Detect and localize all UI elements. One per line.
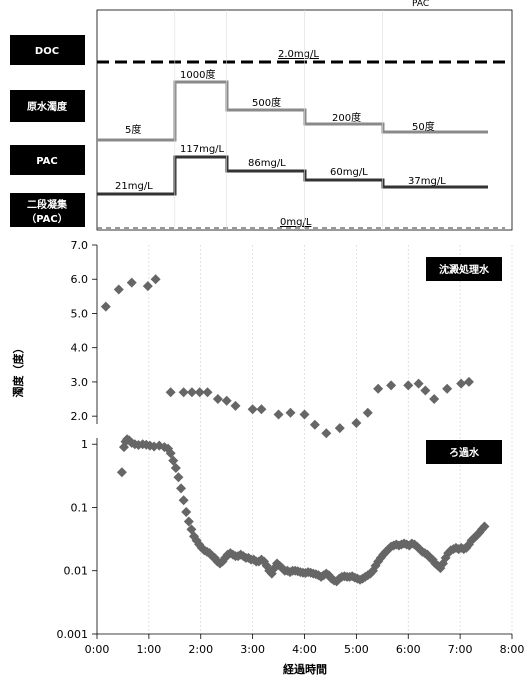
upper-data-point (456, 378, 467, 389)
lower-data-point (168, 455, 179, 466)
upper-y-tick-label: 2.0 (71, 410, 89, 423)
lower-data-point (170, 463, 181, 474)
upper-data-point (165, 387, 176, 398)
lower-data-point (116, 467, 127, 478)
upper-data-point (386, 380, 397, 391)
lower-data-point (176, 483, 187, 494)
axis-break-gap (93, 424, 102, 438)
row-label-pac-box (10, 145, 85, 175)
row-label-turbidity-box (10, 90, 85, 122)
x-ticks: 0:00 1:00 2:00 3:00 4:00 5:00 6:00 7:00 8:00 (85, 634, 525, 656)
upper-data-point (150, 274, 161, 285)
upper-data-point (212, 394, 223, 405)
lower-data-point (178, 495, 189, 506)
upper-data-point (442, 383, 453, 394)
row-label-doc: DOC (35, 46, 59, 57)
upper-data-point (230, 400, 241, 411)
lower-y-ticks: 0.001 0.01 0.1 1 (57, 438, 97, 641)
chart: 2.0 3.0 4.0 5.0 6.0 7.0 0.001 0.01 0.1 1 0:00 1:0… (11, 10, 524, 676)
x-axis-title: 経過時間 (283, 662, 327, 676)
upper-data-point (321, 428, 332, 439)
turbidity-label-3: 500度 (252, 96, 281, 109)
x-tick-label: 7:00 (448, 643, 473, 656)
upper-y-tick-label: 4.0 (71, 342, 89, 355)
row-label-doc-box (10, 35, 85, 65)
schedule-panel: DOC 原水濁度 PAC 二段凝集 （PAC） 2.0mg/L 5度 1000度… (10, 9, 513, 231)
second-pac-label: 0mg/L (280, 217, 312, 228)
upper-data-point (100, 301, 111, 312)
upper-series-label-box (426, 257, 502, 281)
upper-data-point (247, 404, 258, 415)
lower-series-label-box (426, 440, 502, 464)
turbidity-label-4: 200度 (332, 111, 361, 124)
pac-label-3: 86mg/L (248, 158, 286, 169)
upper-data-point (126, 277, 137, 288)
upper-data-point (221, 395, 232, 406)
upper-data-point (463, 376, 474, 387)
lower-data-point (118, 442, 129, 453)
x-tick-label: 2:00 (188, 643, 213, 656)
pac-label-2: 117mg/L (180, 144, 225, 155)
row-label-second-box (10, 193, 85, 227)
upper-data-point (362, 407, 373, 418)
upper-y-tick-label: 3.0 (71, 376, 89, 389)
row-label-pac: PAC (36, 156, 58, 167)
lower-data-point (479, 521, 490, 532)
x-tick-label: 6:00 (396, 643, 421, 656)
lower-series-label: ろ過水 (449, 446, 480, 459)
upper-series-label: 沈澱処理水 (439, 263, 490, 276)
pac-label-1: 21mg/L (115, 181, 153, 192)
lower-y-tick-label: 0.001 (57, 628, 89, 641)
upper-y-ticks: 2.0 3.0 4.0 5.0 6.0 7.0 (71, 239, 97, 423)
turbidity-label-1: 5度 (125, 123, 141, 136)
x-tick-label: 3:00 (240, 643, 265, 656)
row-label-second: 二段凝集 (27, 198, 68, 211)
upper-y-tick-label: 7.0 (71, 239, 89, 252)
pac-label-4: 60mg/L (330, 167, 368, 178)
title-fragment: PAC (412, 0, 429, 9)
lower-data-point (183, 516, 194, 527)
pac-label-5: 37mg/L (408, 176, 446, 187)
lower-y-tick-label: 0.1 (71, 501, 89, 514)
upper-data-point (113, 284, 124, 295)
upper-data-point (186, 387, 197, 398)
upper-data-point (309, 419, 320, 430)
upper-data-point (334, 423, 345, 434)
upper-data-point (273, 409, 284, 420)
upper-data-point (403, 380, 414, 391)
lower-y-tick-label: 0.01 (64, 565, 89, 578)
upper-data-point (142, 281, 153, 292)
upper-data-point (178, 387, 189, 398)
x-gridlines (148, 10, 513, 634)
turbidity-label-2: 1000度 (180, 68, 215, 81)
upper-data-point (299, 409, 310, 420)
upper-y-tick-label: 6.0 (71, 273, 89, 286)
lower-data-point (181, 506, 192, 517)
upper-data-point (373, 383, 384, 394)
y-axis-title: 濁度（度） (11, 343, 25, 398)
lower-y-tick-label: 1 (81, 438, 88, 451)
x-tick-label: 1:00 (137, 643, 162, 656)
lower-series-points (116, 434, 490, 587)
x-tick-label: 5:00 (344, 643, 369, 656)
upper-data-point (256, 404, 267, 415)
doc-label: 2.0mg/L (278, 49, 319, 60)
row-label-second-sub: （PAC） (26, 212, 68, 225)
x-tick-label: 4:00 (292, 643, 317, 656)
x-tick-label: 8:00 (500, 643, 525, 656)
upper-data-point (351, 418, 362, 428)
upper-data-point (194, 387, 205, 398)
lower-data-point (173, 472, 184, 483)
upper-data-point (202, 387, 213, 398)
upper-data-point (420, 385, 431, 396)
x-tick-label: 0:00 (85, 643, 110, 656)
upper-data-point (285, 407, 296, 418)
row-label-turbidity: 原水濁度 (27, 100, 68, 113)
upper-y-tick-label: 5.0 (71, 307, 89, 320)
upper-data-point (429, 394, 440, 405)
upper-data-point (413, 378, 424, 389)
turbidity-label-5: 50度 (412, 120, 435, 133)
upper-series-points (100, 274, 474, 439)
